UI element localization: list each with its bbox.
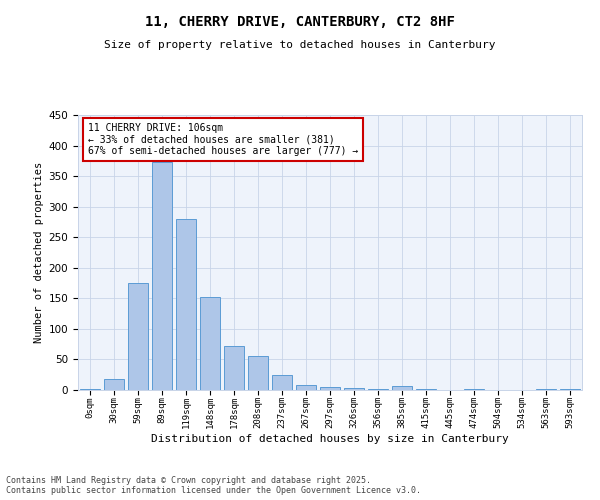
Bar bbox=[224, 346, 244, 390]
Bar bbox=[272, 374, 292, 390]
Bar bbox=[248, 356, 268, 390]
Bar bbox=[368, 389, 388, 390]
Bar bbox=[344, 388, 364, 390]
Bar bbox=[416, 389, 436, 390]
Text: Contains HM Land Registry data © Crown copyright and database right 2025.
Contai: Contains HM Land Registry data © Crown c… bbox=[6, 476, 421, 495]
X-axis label: Distribution of detached houses by size in Canterbury: Distribution of detached houses by size … bbox=[151, 434, 509, 444]
Text: Size of property relative to detached houses in Canterbury: Size of property relative to detached ho… bbox=[104, 40, 496, 50]
Bar bbox=[176, 219, 196, 390]
Bar bbox=[296, 384, 316, 390]
Bar bbox=[104, 379, 124, 390]
Bar bbox=[320, 387, 340, 390]
Bar bbox=[80, 389, 100, 390]
Text: 11 CHERRY DRIVE: 106sqm
← 33% of detached houses are smaller (381)
67% of semi-d: 11 CHERRY DRIVE: 106sqm ← 33% of detache… bbox=[88, 123, 358, 156]
Bar bbox=[152, 162, 172, 390]
Y-axis label: Number of detached properties: Number of detached properties bbox=[34, 162, 44, 343]
Bar bbox=[200, 297, 220, 390]
Text: 11, CHERRY DRIVE, CANTERBURY, CT2 8HF: 11, CHERRY DRIVE, CANTERBURY, CT2 8HF bbox=[145, 15, 455, 29]
Bar bbox=[128, 283, 148, 390]
Bar bbox=[392, 386, 412, 390]
